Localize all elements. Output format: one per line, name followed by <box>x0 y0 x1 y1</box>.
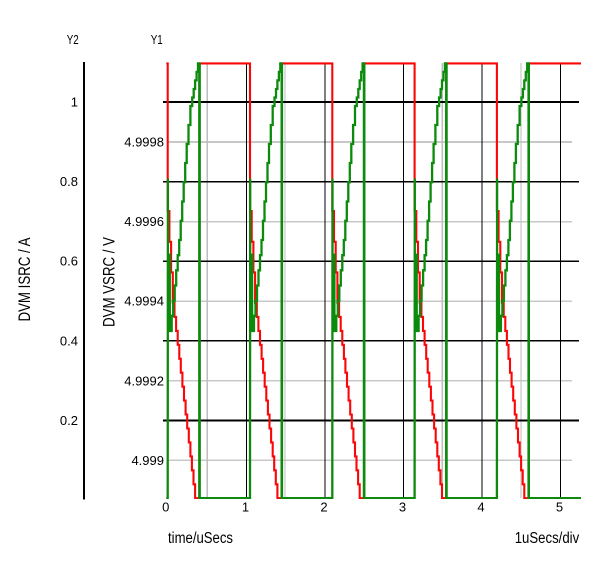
svg-text:DVM VSRC / V: DVM VSRC / V <box>99 236 118 327</box>
svg-text:0.6: 0.6 <box>60 254 78 269</box>
svg-text:4.9992: 4.9992 <box>124 373 164 388</box>
svg-text:5: 5 <box>556 500 563 515</box>
svg-text:0: 0 <box>162 500 169 515</box>
svg-text:0.2: 0.2 <box>60 413 78 428</box>
svg-text:1: 1 <box>242 500 249 515</box>
svg-text:3: 3 <box>399 500 406 515</box>
svg-text:time/uSecs: time/uSecs <box>168 530 233 547</box>
svg-text:4.999: 4.999 <box>131 453 164 468</box>
svg-text:Y2: Y2 <box>67 32 79 47</box>
svg-text:0.8: 0.8 <box>60 174 78 189</box>
svg-text:4.9994: 4.9994 <box>124 294 164 309</box>
svg-text:2: 2 <box>320 500 327 515</box>
svg-text:0.4: 0.4 <box>60 333 78 348</box>
svg-text:4: 4 <box>477 500 484 515</box>
svg-text:1: 1 <box>71 95 78 110</box>
svg-text:DVM ISRC / A: DVM ISRC / A <box>15 237 34 322</box>
svg-text:4.9998: 4.9998 <box>124 135 164 150</box>
svg-text:Y1: Y1 <box>151 32 163 47</box>
svg-text:1uSecs/div: 1uSecs/div <box>515 530 580 547</box>
svg-text:4.9996: 4.9996 <box>124 214 164 229</box>
